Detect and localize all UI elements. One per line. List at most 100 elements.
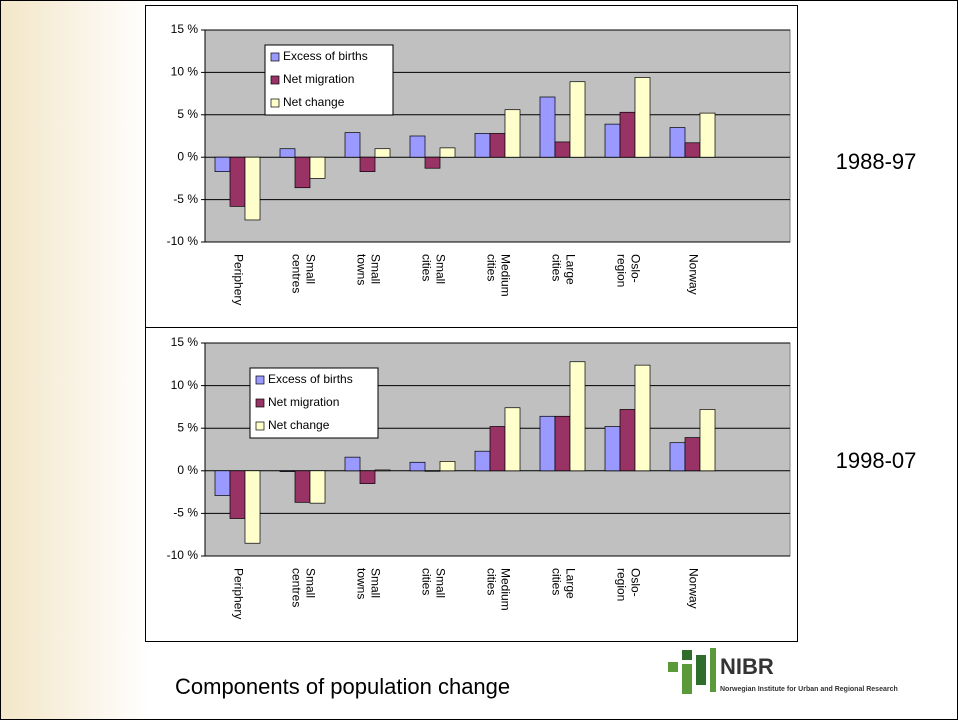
x-tick-label-line: Oslo-	[628, 254, 642, 283]
logo-name: NIBR	[720, 654, 774, 679]
bar	[634, 364, 651, 472]
bar	[214, 156, 231, 172]
x-tick-label-line: Small	[303, 568, 317, 601]
bar	[374, 148, 391, 158]
x-tick-label: Periphery	[231, 254, 245, 305]
logo-block	[696, 655, 706, 685]
x-tick-label-line: towns	[354, 254, 368, 285]
x-tick-label-line: Medium	[498, 568, 512, 614]
bar	[439, 461, 456, 472]
legend-label: Net migration	[283, 72, 354, 86]
legend-box	[249, 367, 379, 439]
logo-block	[682, 650, 692, 660]
legend-label: Excess of births	[283, 49, 368, 63]
x-tick-label: Large cities	[549, 254, 577, 288]
y-tick-label: 15 %	[171, 22, 199, 36]
bar	[344, 132, 361, 158]
x-tick-label-line: Medium	[498, 254, 512, 300]
legend-swatch	[270, 52, 280, 62]
x-tick-label: Medium cities	[484, 568, 512, 614]
bar	[309, 470, 326, 504]
bar	[294, 470, 311, 503]
x-tick-label-line: cities	[549, 568, 563, 595]
bar	[604, 426, 621, 472]
logo-block	[668, 662, 678, 672]
x-tick-label-line: Small	[433, 568, 447, 601]
bar	[634, 77, 651, 158]
logo-subtitle: Norwegian Institute for Urban and Region…	[720, 686, 898, 693]
legend-box	[264, 44, 394, 116]
y-tick-label: -5 %	[173, 192, 198, 206]
legend-swatch	[270, 75, 280, 85]
x-tick-label-line: region	[614, 568, 628, 601]
x-tick-label-line: Norway	[686, 568, 700, 609]
x-tick-label-line: cities	[484, 254, 498, 281]
x-tick-label: Norway	[686, 568, 700, 609]
x-tick-label-line: cities	[484, 568, 498, 595]
bar	[699, 112, 716, 158]
bar	[489, 133, 506, 158]
bar	[554, 415, 571, 472]
y-tick-label: 0 %	[177, 463, 198, 477]
bar	[309, 156, 326, 179]
logo-block	[710, 648, 716, 692]
bar	[569, 81, 586, 158]
bar	[504, 109, 521, 158]
caption: Components of population change	[175, 674, 510, 699]
legend-label: Excess of births	[268, 372, 353, 386]
bar	[604, 123, 621, 158]
x-tick-label-line: centres	[289, 254, 303, 293]
bar	[539, 415, 556, 472]
bar	[244, 156, 261, 221]
side-decoration	[0, 0, 150, 720]
legend-label: Net migration	[268, 395, 339, 409]
bar	[619, 111, 636, 158]
x-tick-label-line: region	[614, 254, 628, 287]
y-tick-label: -10 %	[167, 234, 199, 248]
y-tick-label: -5 %	[173, 506, 198, 520]
bar	[374, 469, 391, 472]
x-tick-label-line: Small	[368, 254, 382, 287]
period-label: 1998-07	[836, 448, 917, 473]
bar	[669, 442, 686, 472]
x-tick-label-line: Large	[563, 568, 577, 602]
x-tick-label-line: cities	[419, 254, 433, 281]
bar	[409, 461, 426, 472]
x-tick-label-line: Norway	[686, 254, 700, 295]
x-tick-label: Oslo-region	[614, 254, 642, 287]
bar	[684, 142, 701, 158]
y-tick-label: 10 %	[171, 65, 199, 79]
bar	[669, 127, 686, 158]
legend-swatch	[255, 375, 265, 385]
x-tick-label-line: Small	[303, 254, 317, 287]
x-tick-label: Small towns	[354, 254, 382, 287]
x-tick-label: Oslo-region	[614, 568, 642, 601]
x-tick-label: Small centres	[289, 568, 317, 607]
bar	[424, 470, 441, 472]
bar	[279, 470, 296, 473]
legend-label: Net change	[283, 95, 345, 109]
bar	[489, 426, 506, 472]
bar	[279, 148, 296, 158]
bar	[244, 470, 261, 544]
logo-block	[682, 664, 692, 694]
y-tick-label: 5 %	[177, 420, 198, 434]
x-tick-label-line: Large	[563, 254, 577, 288]
bar	[504, 407, 521, 472]
bar	[424, 156, 441, 169]
legend-label: Net change	[268, 418, 330, 432]
y-tick-label: 5 %	[177, 107, 198, 121]
x-tick-label: Small towns	[354, 568, 382, 601]
x-tick-label: Medium cities	[484, 254, 512, 300]
bar	[474, 133, 491, 158]
x-tick-label-line: cities	[549, 254, 563, 281]
bar	[539, 96, 556, 158]
y-tick-label: 15 %	[171, 335, 199, 349]
bar	[569, 361, 586, 472]
legend-swatch	[255, 398, 265, 408]
x-tick-label-line: Small	[368, 568, 382, 601]
bar	[699, 409, 716, 472]
bar	[229, 470, 246, 519]
bar	[619, 409, 636, 472]
